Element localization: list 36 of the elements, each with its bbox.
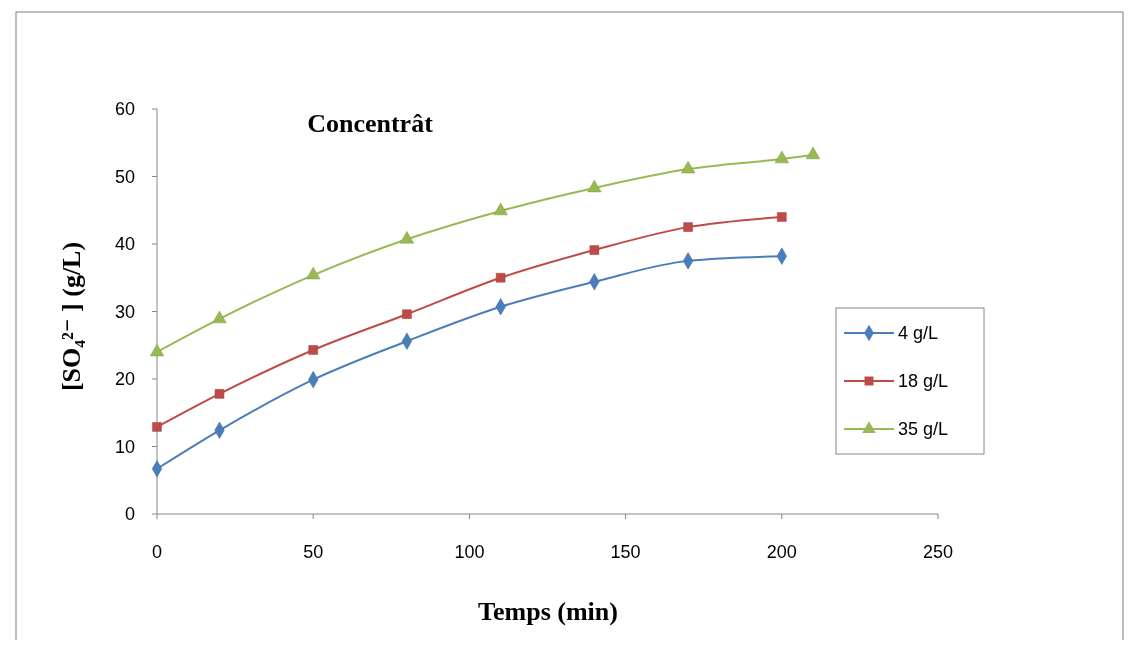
point (399, 231, 414, 244)
x-tick-label: 50 (303, 542, 324, 562)
point (777, 212, 787, 222)
y-tick-label: 0 (124, 504, 135, 525)
point (152, 422, 162, 432)
y-axis-title: [SO₄²⁻ ] (g/L) (57, 241, 86, 392)
point (495, 273, 506, 283)
point (402, 309, 412, 319)
y-tick-label: 50 (114, 166, 135, 187)
x-tick-label: 150 (610, 542, 641, 562)
y-tick-label: 10 (114, 436, 135, 457)
point (774, 150, 789, 164)
point (683, 222, 693, 232)
point (212, 310, 227, 324)
legend-label: 35 g/L (898, 419, 949, 440)
point (587, 179, 602, 193)
y-tick-label: 60 (114, 99, 135, 120)
point (149, 343, 165, 357)
y-tick-label: 40 (114, 234, 135, 255)
point (306, 266, 321, 280)
point (681, 160, 696, 174)
legend-label: 18 g/L (898, 371, 949, 392)
y-tick-label: 30 (114, 301, 135, 322)
x-tick-label: 200 (766, 542, 797, 562)
point (308, 345, 318, 355)
legend-label: 4 g/L (898, 323, 939, 344)
x-tick-label: 250 (922, 542, 954, 562)
point (214, 389, 225, 399)
point (805, 146, 821, 160)
x-axis-title: Temps (min) (478, 597, 618, 626)
x-tick-label: 0 (151, 542, 163, 562)
y-tick-label: 20 (114, 369, 135, 390)
x-tick-label: 100 (454, 542, 485, 562)
chart-title: Concentrât (307, 109, 434, 138)
point (493, 202, 508, 216)
point (589, 245, 600, 255)
